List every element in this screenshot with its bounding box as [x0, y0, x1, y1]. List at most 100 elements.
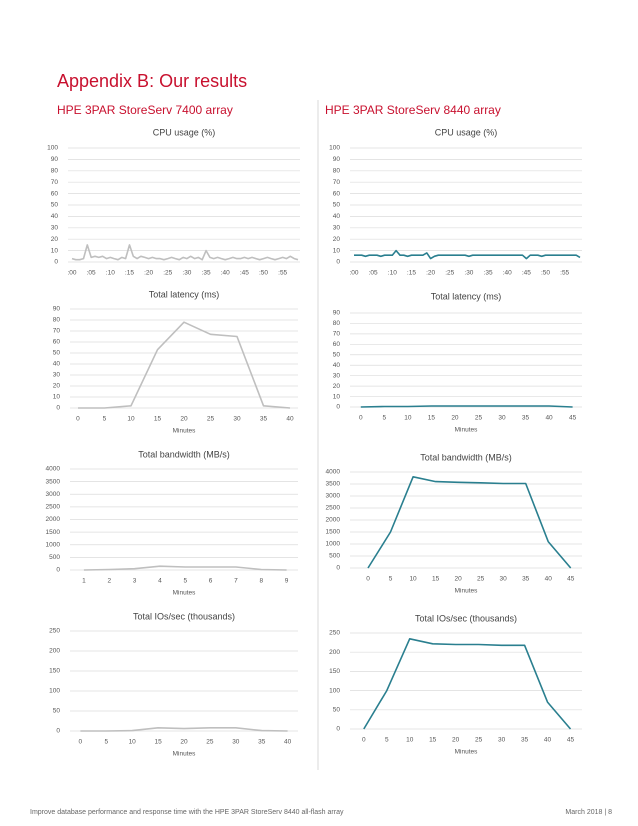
x-tick-label: 10: [409, 576, 417, 583]
y-tick-label: 1000: [326, 541, 341, 548]
x-tick-label: 35: [260, 416, 268, 423]
y-tick-label: 0: [336, 565, 340, 572]
x-tick-label: :05: [87, 270, 96, 277]
y-tick-label: 100: [49, 688, 60, 695]
x-tick-label: 15: [432, 576, 440, 583]
y-tick-label: 500: [329, 553, 340, 560]
x-tick-label: 20: [451, 415, 459, 422]
x-axis-label: Minutes: [173, 751, 197, 758]
y-tick-label: 500: [49, 554, 60, 561]
y-tick-label: 250: [329, 630, 340, 637]
x-tick-label: 20: [452, 737, 460, 744]
x-tick-label: 0: [76, 416, 80, 423]
y-tick-label: 80: [53, 317, 61, 324]
y-tick-label: 0: [336, 404, 340, 411]
y-tick-label: 90: [53, 306, 61, 313]
x-tick-label: 30: [498, 415, 506, 422]
y-tick-label: 50: [53, 708, 61, 715]
x-tick-label: :05: [369, 270, 378, 277]
x-tick-label: :55: [560, 270, 569, 277]
y-tick-label: 10: [51, 247, 59, 254]
y-tick-label: 1000: [46, 541, 61, 548]
y-tick-label: 250: [49, 628, 60, 635]
x-tick-label: 0: [359, 415, 363, 422]
x-tick-label: 40: [286, 416, 294, 423]
y-tick-label: 80: [333, 168, 341, 175]
y-tick-label: 60: [51, 190, 59, 197]
x-tick-label: 2: [107, 578, 111, 585]
x-axis-label: Minutes: [173, 590, 197, 597]
x-tick-label: 35: [522, 576, 530, 583]
y-tick-label: 40: [333, 362, 341, 369]
x-tick-label: 40: [545, 415, 553, 422]
x-tick-label: 10: [127, 416, 135, 423]
chart-title: Total bandwidth (MB/s): [420, 452, 512, 462]
x-tick-label: :45: [522, 270, 531, 277]
x-tick-label: 15: [428, 415, 436, 422]
x-tick-label: 30: [233, 416, 241, 423]
x-tick-label: 0: [79, 739, 83, 746]
y-tick-label: 50: [333, 707, 341, 714]
footer-date: March 2018 | 8: [565, 809, 612, 816]
x-tick-label: :00: [349, 270, 358, 277]
x-tick-label: 8: [259, 578, 263, 585]
x-tick-label: 3: [133, 578, 137, 585]
x-tick-label: 25: [475, 415, 483, 422]
right-heading: HPE 3PAR StoreServ 8440 array: [325, 103, 501, 117]
x-tick-label: 9: [285, 578, 289, 585]
y-tick-label: 50: [333, 351, 341, 358]
y-tick-label: 70: [333, 179, 341, 186]
x-tick-label: :40: [503, 270, 512, 277]
x-tick-label: 35: [522, 415, 530, 422]
chart-title: CPU usage (%): [153, 127, 216, 137]
x-tick-label: :15: [125, 270, 134, 277]
y-tick-label: 0: [56, 728, 60, 735]
y-tick-label: 90: [333, 156, 341, 163]
y-tick-label: 70: [333, 331, 341, 338]
y-tick-label: 60: [333, 341, 341, 348]
y-tick-label: 200: [49, 648, 60, 655]
chart-title: Total IOs/sec (thousands): [133, 611, 235, 621]
y-tick-label: 90: [333, 310, 341, 317]
x-tick-label: 25: [206, 739, 214, 746]
chart-title: Total IOs/sec (thousands): [415, 613, 517, 623]
x-tick-label: 10: [404, 415, 412, 422]
x-axis-label: Minutes: [455, 588, 479, 595]
chart-title: Total bandwidth (MB/s): [138, 449, 230, 459]
data-line: [78, 321, 291, 409]
footer-text: Improve database performance and respons…: [30, 809, 344, 816]
data-line: [83, 565, 287, 571]
y-tick-label: 2000: [326, 517, 341, 524]
x-tick-label: 35: [258, 739, 266, 746]
y-tick-label: 30: [333, 225, 341, 232]
x-tick-label: 5: [389, 576, 393, 583]
x-tick-label: 4: [158, 578, 162, 585]
x-tick-label: 15: [154, 739, 162, 746]
data-line: [363, 638, 572, 730]
y-tick-label: 150: [329, 668, 340, 675]
x-tick-label: :20: [426, 270, 435, 277]
y-tick-label: 1500: [46, 529, 61, 536]
y-tick-label: 100: [47, 145, 58, 152]
y-tick-label: 50: [51, 202, 59, 209]
x-axis-label: Minutes: [455, 749, 479, 756]
x-tick-label: :10: [106, 270, 115, 277]
y-tick-label: 2500: [46, 504, 61, 511]
y-tick-label: 50: [333, 202, 341, 209]
y-tick-label: 4000: [326, 469, 341, 476]
y-tick-label: 2000: [46, 516, 61, 523]
y-tick-label: 3000: [46, 491, 61, 498]
y-tick-label: 100: [329, 687, 340, 694]
x-tick-label: :35: [202, 270, 211, 277]
x-tick-label: :00: [67, 270, 76, 277]
x-tick-label: 15: [429, 737, 437, 744]
x-tick-label: 30: [500, 576, 508, 583]
x-tick-label: :25: [163, 270, 172, 277]
chart-title: Total latency (ms): [149, 289, 220, 299]
y-tick-label: 30: [333, 372, 341, 379]
x-tick-label: :50: [259, 270, 268, 277]
y-tick-label: 200: [329, 649, 340, 656]
x-tick-label: 30: [232, 739, 240, 746]
x-tick-label: :30: [182, 270, 191, 277]
x-tick-label: 30: [498, 737, 506, 744]
